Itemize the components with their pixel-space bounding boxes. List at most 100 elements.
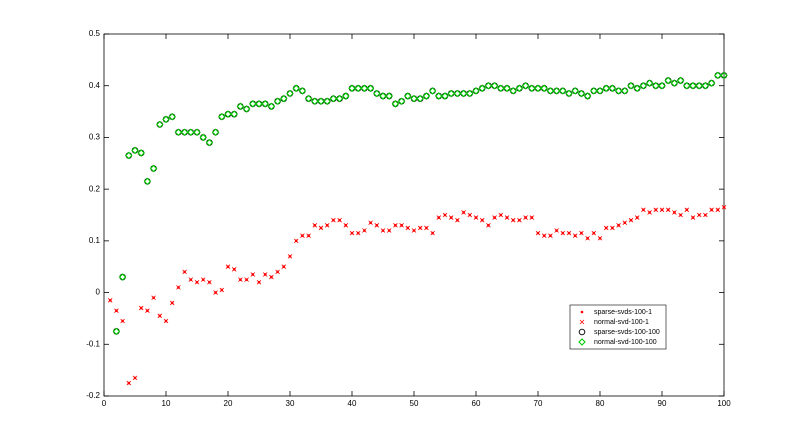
- legend-label: sparse-svds-100-1: [594, 309, 652, 316]
- point: [523, 215, 528, 220]
- point: [466, 89, 474, 98]
- legend-marker: [578, 338, 586, 346]
- x-tick-label: 10: [162, 399, 171, 408]
- point: [292, 84, 300, 93]
- point: [163, 318, 169, 324]
- point: [380, 228, 386, 233]
- point: [622, 220, 628, 226]
- point: [112, 327, 121, 336]
- point: [703, 212, 708, 218]
- point: [187, 128, 195, 137]
- point: [484, 81, 493, 90]
- point: [337, 217, 342, 223]
- point: [603, 225, 609, 231]
- x-tick-label: 0: [102, 399, 107, 408]
- point: [497, 84, 505, 93]
- point: [404, 92, 412, 100]
- point: [436, 215, 442, 220]
- point: [478, 84, 486, 93]
- point: [331, 217, 336, 223]
- point: [162, 115, 170, 124]
- point: [273, 97, 282, 106]
- y-tick-label: 0.1: [89, 236, 101, 245]
- point: [528, 84, 536, 93]
- point: [546, 87, 555, 95]
- point: [298, 87, 307, 95]
- point: [721, 204, 727, 210]
- point: [120, 318, 125, 324]
- point: [348, 84, 356, 93]
- x-tick-label: 70: [534, 399, 543, 408]
- point: [335, 94, 344, 103]
- point: [665, 207, 671, 213]
- x-tick-label: 80: [596, 399, 605, 408]
- point: [552, 87, 561, 95]
- x-tick-label: 100: [717, 399, 731, 408]
- point: [262, 272, 268, 277]
- point: [360, 84, 369, 93]
- point: [281, 264, 287, 269]
- point: [504, 215, 510, 220]
- point: [559, 87, 567, 95]
- point: [614, 87, 623, 95]
- point: [213, 290, 218, 295]
- point: [411, 228, 417, 233]
- point: [540, 84, 548, 93]
- point: [267, 102, 276, 111]
- point: [678, 212, 683, 218]
- point: [354, 84, 362, 93]
- legend-label: sparse-svds-100-100: [594, 329, 660, 336]
- point: [627, 81, 635, 90]
- point: [405, 225, 411, 231]
- point: [608, 84, 617, 93]
- point: [118, 273, 127, 281]
- legend-label: normal-svd-100-100: [594, 339, 657, 346]
- point: [193, 128, 201, 137]
- point: [256, 279, 262, 285]
- point: [696, 212, 702, 218]
- point: [114, 308, 119, 313]
- point: [126, 380, 132, 386]
- point: [684, 207, 690, 213]
- point: [610, 225, 615, 231]
- point: [645, 79, 654, 87]
- legend-marker: [580, 310, 584, 314]
- point: [286, 89, 294, 98]
- point: [391, 100, 400, 108]
- point: [242, 105, 251, 113]
- point: [515, 84, 524, 93]
- point: [250, 272, 256, 277]
- point: [509, 87, 517, 95]
- point: [329, 94, 338, 103]
- point: [430, 230, 435, 236]
- point: [300, 233, 305, 238]
- point: [125, 151, 133, 160]
- y-tick-label: -0.2: [86, 391, 100, 400]
- point: [224, 110, 232, 118]
- x-tick-label: 30: [286, 399, 295, 408]
- point: [180, 128, 189, 137]
- point: [269, 274, 274, 280]
- point: [293, 238, 299, 244]
- point: [424, 225, 429, 231]
- point: [107, 298, 113, 303]
- y-tick-label: 0.4: [89, 81, 101, 90]
- point: [591, 230, 597, 236]
- point: [634, 215, 640, 220]
- point: [597, 235, 603, 241]
- point: [616, 223, 621, 228]
- point: [156, 120, 164, 129]
- point: [709, 207, 714, 213]
- point: [442, 212, 448, 218]
- point: [479, 217, 485, 223]
- point: [366, 84, 375, 93]
- point: [529, 215, 535, 220]
- point: [664, 76, 672, 85]
- point: [143, 177, 152, 186]
- point: [659, 207, 665, 213]
- legend-label: normal-svd-100-1: [594, 319, 649, 326]
- point: [207, 279, 212, 285]
- point: [596, 87, 604, 95]
- x-tick-label: 20: [224, 399, 233, 408]
- point: [374, 223, 380, 228]
